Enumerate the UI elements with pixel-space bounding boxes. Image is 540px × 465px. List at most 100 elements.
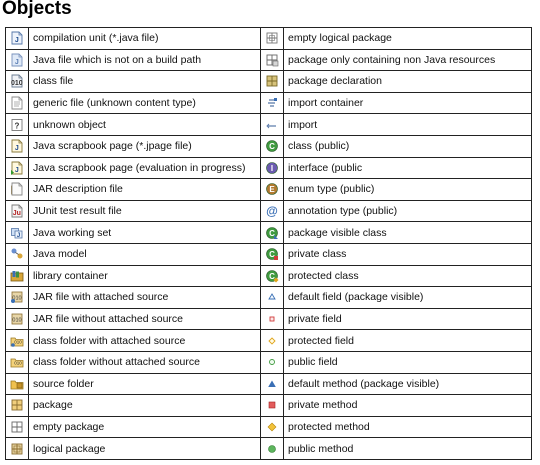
jar-without-source-icon: 010 xyxy=(10,312,24,326)
icon-cell: C xyxy=(260,264,284,288)
object-label: Java scrapbook page (evaluation in progr… xyxy=(28,156,261,180)
svg-text:010: 010 xyxy=(14,339,22,344)
object-label: private field xyxy=(283,307,532,331)
public-annotation-icon: @ xyxy=(265,204,279,218)
object-label: protected method xyxy=(283,415,532,439)
object-label: import xyxy=(283,113,532,136)
source-folder-icon xyxy=(10,377,24,391)
icon-cell: C xyxy=(260,221,284,244)
object-label: class folder without attached source xyxy=(28,350,261,374)
generic-file-icon xyxy=(10,96,24,110)
table-row: Ju JUnit test result file @ annotation type… xyxy=(5,199,532,223)
object-label: JAR file without attached source xyxy=(28,307,261,331)
package-declaration-icon xyxy=(265,74,279,88)
java-model-icon xyxy=(10,247,24,261)
icon-cell: E xyxy=(260,178,284,201)
svg-text:J: J xyxy=(15,59,19,66)
object-label: Java model xyxy=(28,242,261,266)
icon-cell xyxy=(5,394,29,417)
svg-text:010: 010 xyxy=(12,318,21,324)
icon-cell xyxy=(260,329,284,352)
icon-cell xyxy=(260,286,284,309)
icon-cell xyxy=(5,415,29,439)
object-label: logical package xyxy=(28,437,261,460)
object-label: public method xyxy=(283,437,532,460)
icon-cell xyxy=(260,437,284,460)
icon-cell: J xyxy=(5,221,29,244)
icon-cell: J xyxy=(5,156,29,180)
page-title: Objects xyxy=(2,0,72,19)
svg-text:C: C xyxy=(269,142,275,151)
icon-cell: C xyxy=(260,134,284,158)
object-label: empty package xyxy=(28,415,261,439)
table-row: ? unknown object import xyxy=(5,113,532,136)
object-label: default method (package visible) xyxy=(283,372,532,396)
icon-cell: I xyxy=(260,156,284,180)
table-row: 010 class folder with attached source prot… xyxy=(5,329,532,352)
public-method-icon xyxy=(265,442,279,456)
svg-text:J: J xyxy=(17,233,20,239)
object-label: JAR file with attached source xyxy=(28,286,261,309)
svg-text:010: 010 xyxy=(11,80,23,87)
svg-text:010: 010 xyxy=(14,361,22,366)
object-label: empty logical package xyxy=(283,27,532,50)
table-row: 010 class file package declaration xyxy=(5,70,532,93)
table-row: source folder default method (package vis… xyxy=(5,372,532,396)
table-row: generic file (unknown content type) impor… xyxy=(5,91,532,115)
table-row: package private method xyxy=(5,394,532,417)
table-row: empty package protected method xyxy=(5,415,532,439)
library-container-icon xyxy=(10,269,24,283)
icon-cell: 010 xyxy=(5,329,29,352)
svg-text:C: C xyxy=(269,229,275,238)
protected-class-icon: C xyxy=(265,269,279,283)
object-label: generic file (unknown content type) xyxy=(28,91,261,115)
icon-cell xyxy=(260,350,284,374)
object-label: class file xyxy=(28,70,261,93)
object-label: JUnit test result file xyxy=(28,199,261,223)
private-method-icon xyxy=(265,398,279,412)
private-field-icon xyxy=(265,312,279,326)
scrapbook-page-icon: J xyxy=(10,139,24,153)
default-field-icon xyxy=(265,290,279,304)
object-label: class (public) xyxy=(283,134,532,158)
object-label: unknown object xyxy=(28,113,261,136)
table-row: J Java file which is not on a build path p… xyxy=(5,48,532,72)
icon-cell: Ju xyxy=(5,199,29,223)
class-folder-without-source-icon: 010 xyxy=(10,355,24,369)
unknown-object-icon: ? xyxy=(10,118,24,132)
object-label: protected field xyxy=(283,329,532,352)
import-container-icon xyxy=(265,96,279,110)
icon-cell: J xyxy=(5,134,29,158)
java-file-not-on-build-path-icon: J xyxy=(10,53,24,67)
svg-text:@: @ xyxy=(266,204,278,218)
object-label: class folder with attached source xyxy=(28,329,261,352)
object-label: import container xyxy=(283,91,532,115)
icon-cell xyxy=(5,264,29,288)
object-label: source folder xyxy=(28,372,261,396)
object-label: private method xyxy=(283,394,532,417)
jar-with-source-icon: 010 xyxy=(10,290,24,304)
svg-text:?: ? xyxy=(15,121,20,130)
object-label: public field xyxy=(283,350,532,374)
public-enum-icon: E xyxy=(265,182,279,196)
protected-field-icon xyxy=(265,334,279,348)
working-set-icon: J xyxy=(10,226,24,240)
icon-cell: @ xyxy=(260,199,284,223)
object-label: compilation unit (*.java file) xyxy=(28,27,261,50)
object-label: annotation type (public) xyxy=(283,199,532,223)
icon-cell xyxy=(5,437,29,460)
object-label: package visible class xyxy=(283,221,532,244)
empty-package-icon xyxy=(10,420,24,434)
object-label: interface (public xyxy=(283,156,532,180)
import-icon xyxy=(265,118,279,132)
package-icon xyxy=(10,398,24,412)
icon-cell: 010 xyxy=(5,350,29,374)
icon-cell xyxy=(260,91,284,115)
svg-text:J: J xyxy=(15,37,19,44)
svg-text:C: C xyxy=(269,272,275,281)
